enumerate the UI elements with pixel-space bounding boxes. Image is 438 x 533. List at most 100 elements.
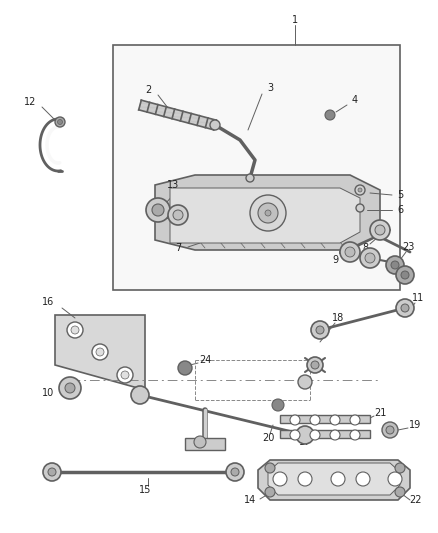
- Circle shape: [310, 415, 320, 425]
- Polygon shape: [268, 463, 400, 495]
- Polygon shape: [258, 460, 410, 500]
- Bar: [185, 438, 225, 450]
- Text: 11: 11: [412, 293, 424, 303]
- Circle shape: [43, 463, 61, 481]
- Circle shape: [365, 253, 375, 263]
- Circle shape: [310, 430, 320, 440]
- Bar: [113, 45, 400, 290]
- Circle shape: [375, 225, 385, 235]
- Text: 14: 14: [244, 495, 256, 505]
- Circle shape: [146, 198, 170, 222]
- Circle shape: [307, 357, 323, 373]
- Circle shape: [265, 487, 275, 497]
- Text: 13: 13: [167, 180, 179, 190]
- Circle shape: [152, 204, 164, 216]
- Circle shape: [298, 472, 312, 486]
- Text: 16: 16: [42, 297, 54, 307]
- Circle shape: [311, 361, 319, 369]
- Polygon shape: [55, 315, 145, 390]
- Circle shape: [358, 188, 362, 192]
- Circle shape: [356, 472, 370, 486]
- Circle shape: [178, 361, 192, 375]
- Circle shape: [92, 344, 108, 360]
- Circle shape: [96, 348, 104, 356]
- Text: 7: 7: [175, 243, 181, 253]
- Text: 1: 1: [292, 15, 298, 25]
- Circle shape: [396, 266, 414, 284]
- Text: 6: 6: [397, 205, 403, 215]
- Text: 10: 10: [42, 388, 54, 398]
- Circle shape: [71, 326, 79, 334]
- Text: 5: 5: [397, 190, 403, 200]
- Text: 17: 17: [299, 437, 311, 447]
- Circle shape: [55, 117, 65, 127]
- Text: 8: 8: [152, 213, 158, 223]
- Circle shape: [168, 205, 188, 225]
- Circle shape: [345, 247, 355, 257]
- Circle shape: [340, 242, 360, 262]
- Text: 24: 24: [199, 355, 211, 365]
- Circle shape: [360, 248, 380, 268]
- Text: 12: 12: [24, 97, 36, 107]
- Circle shape: [401, 304, 409, 312]
- Circle shape: [370, 220, 390, 240]
- Polygon shape: [170, 188, 360, 243]
- Circle shape: [173, 210, 183, 220]
- Circle shape: [226, 463, 244, 481]
- Circle shape: [395, 487, 405, 497]
- Circle shape: [356, 204, 364, 212]
- Circle shape: [395, 463, 405, 473]
- Text: 4: 4: [352, 95, 358, 105]
- Circle shape: [48, 468, 56, 476]
- Circle shape: [355, 185, 365, 195]
- Circle shape: [401, 271, 409, 279]
- Circle shape: [131, 386, 149, 404]
- Circle shape: [265, 210, 271, 216]
- Text: 9: 9: [332, 255, 338, 265]
- Circle shape: [325, 110, 335, 120]
- Circle shape: [298, 375, 312, 389]
- Circle shape: [391, 261, 399, 269]
- Circle shape: [388, 472, 402, 486]
- Circle shape: [350, 415, 360, 425]
- Circle shape: [330, 430, 340, 440]
- Circle shape: [265, 463, 275, 473]
- Circle shape: [386, 256, 404, 274]
- Text: 19: 19: [409, 420, 421, 430]
- Circle shape: [258, 203, 278, 223]
- Circle shape: [290, 415, 300, 425]
- Circle shape: [250, 195, 286, 231]
- Polygon shape: [155, 175, 380, 250]
- Circle shape: [65, 383, 75, 393]
- Bar: [280, 415, 370, 423]
- Text: 20: 20: [262, 433, 274, 443]
- Circle shape: [246, 174, 254, 182]
- Circle shape: [396, 299, 414, 317]
- Circle shape: [386, 426, 394, 434]
- Text: 2: 2: [145, 85, 151, 95]
- Circle shape: [210, 120, 220, 130]
- Circle shape: [290, 430, 300, 440]
- Bar: [280, 430, 370, 438]
- Circle shape: [194, 436, 206, 448]
- Circle shape: [59, 377, 81, 399]
- Circle shape: [382, 422, 398, 438]
- Text: 22: 22: [409, 495, 421, 505]
- Text: 3: 3: [267, 83, 273, 93]
- Circle shape: [331, 472, 345, 486]
- Circle shape: [231, 468, 239, 476]
- Circle shape: [296, 426, 314, 444]
- Circle shape: [273, 472, 287, 486]
- Text: 18: 18: [332, 313, 344, 323]
- Circle shape: [67, 322, 83, 338]
- Circle shape: [316, 326, 324, 334]
- Circle shape: [330, 415, 340, 425]
- Circle shape: [311, 321, 329, 339]
- Text: 21: 21: [374, 408, 386, 418]
- Text: 23: 23: [402, 242, 414, 252]
- Circle shape: [350, 430, 360, 440]
- Text: 15: 15: [139, 485, 151, 495]
- Text: 8: 8: [362, 243, 368, 253]
- Circle shape: [57, 119, 63, 125]
- Circle shape: [272, 399, 284, 411]
